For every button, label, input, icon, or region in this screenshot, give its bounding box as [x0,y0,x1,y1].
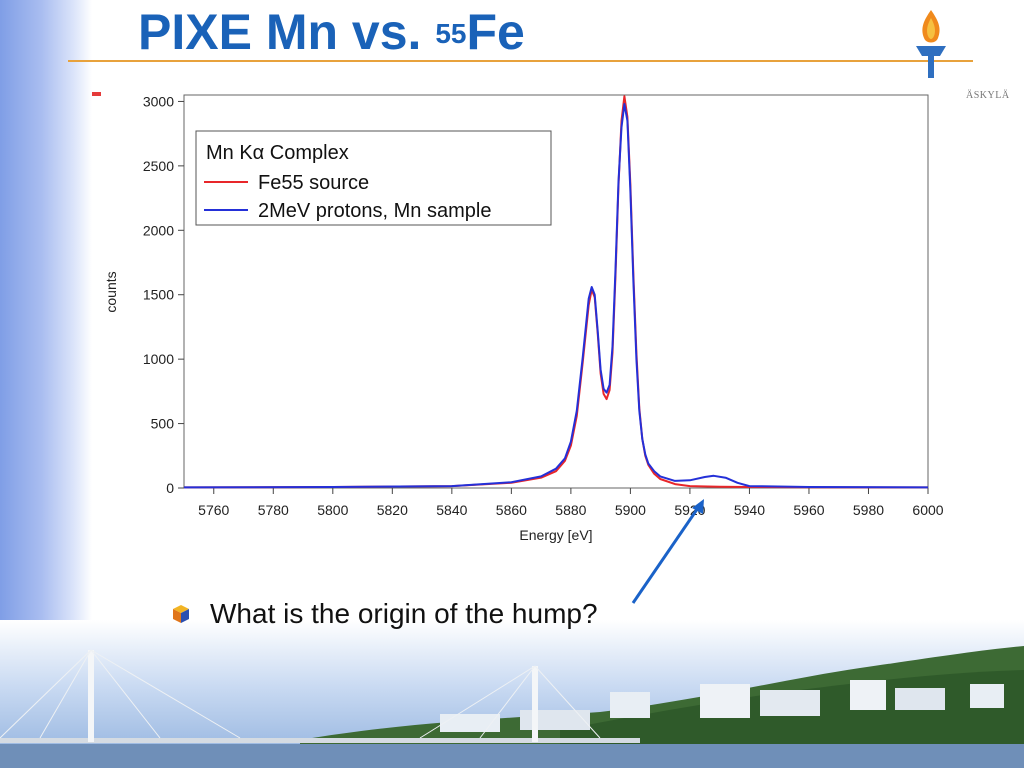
x-tick-label: 5760 [198,502,229,518]
series-line-1 [183,103,929,489]
title-element: Fe [466,4,525,60]
x-tick-label: 5980 [853,502,884,518]
x-tick-label: 5900 [615,502,646,518]
y-tick-label: 2500 [143,158,174,174]
legend-label-fe55: Fe55 source [258,172,369,194]
x-tick-label: 5820 [377,502,408,518]
x-tick-label: 5880 [555,502,586,518]
university-logo-text: ÄSKYLÄ [966,90,1010,101]
x-axis-label: Energy [eV] [519,527,592,543]
y-tick-label: 500 [151,416,175,432]
x-tick-label: 5940 [734,502,765,518]
x-tick-label: 5860 [496,502,527,518]
y-tick-label: 1500 [143,287,174,303]
torch-logo-icon [916,10,946,78]
bullet-question: What is the origin of the hump? [172,598,598,630]
x-axis: 5760 5780 5800 5820 5840 5860 5880 5900 5920 5940… [198,488,944,518]
x-tick-label: 5960 [793,502,824,518]
y-tick-label: 0 [166,480,174,496]
slide-title: PIXE Mn vs. 55Fe [138,0,525,64]
legend-title: Mn Kα Complex [206,142,349,164]
cube-bullet-icon [173,605,189,623]
y-axis-label: counts [103,271,119,312]
x-tick-label: 5780 [258,502,289,518]
red-accent-mark [92,92,101,96]
x-tick-label: 6000 [912,502,943,518]
bullet-text: What is the origin of the hump? [210,598,598,629]
spectrum-chart: 0 500 1000 1500 2000 2500 3000 5760 5780 5800 582… [103,93,944,543]
series-layer [183,95,929,489]
y-tick-label: 2000 [143,222,174,238]
x-tick-label: 5840 [436,502,467,518]
title-superscript: 55 [435,18,467,49]
y-axis: 0 500 1000 1500 2000 2500 3000 [143,93,184,496]
title-main: PIXE Mn vs. [138,4,436,60]
y-tick-label: 3000 [143,93,174,109]
legend-label-protons: 2MeV protons, Mn sample [258,200,491,222]
x-tick-label: 5800 [317,502,348,518]
chart-legend: Mn Kα Complex Fe55 source 2MeV protons, … [195,130,552,226]
x-tick-label: 5920 [674,502,705,518]
y-tick-label: 1000 [143,351,174,367]
title-underline-rule [68,60,973,62]
legend-box [195,130,552,226]
campus-photo-banner [0,620,1024,768]
